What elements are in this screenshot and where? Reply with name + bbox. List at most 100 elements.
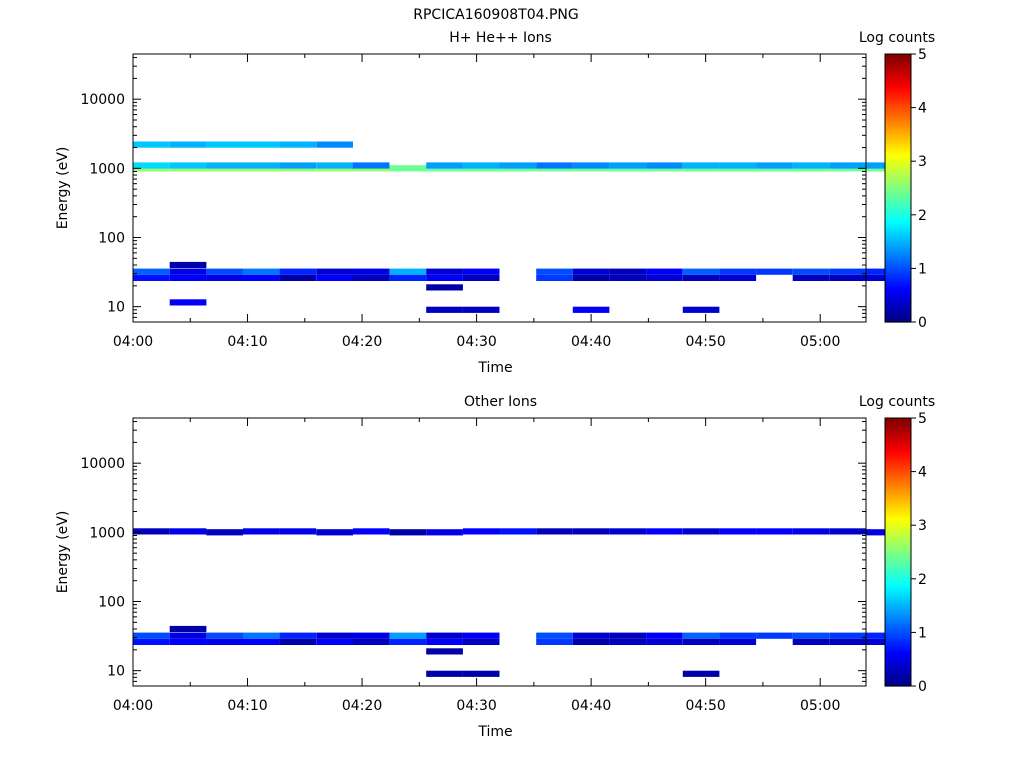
colorbar-segment — [885, 511, 911, 515]
heatmap-cell — [609, 268, 647, 275]
colorbar-tick-label: 4 — [918, 101, 927, 117]
colorbar-segment — [885, 268, 911, 272]
colorbar-segment — [885, 538, 911, 542]
heatmap-cell — [279, 268, 317, 275]
colorbar-segment — [885, 630, 911, 633]
heatmap-cell — [462, 670, 500, 677]
heatmap-cells — [133, 141, 903, 313]
colorbar-segment — [885, 261, 911, 265]
colorbar-tick-label: 5 — [918, 411, 927, 427]
y-axis-label: Energy (eV) — [55, 511, 71, 594]
colorbar-segment — [885, 67, 911, 71]
heatmap-cell — [133, 268, 170, 275]
heatmap-cell — [792, 274, 830, 281]
colorbar-segment — [885, 623, 911, 627]
colorbar-segment — [885, 616, 911, 620]
heatmap-cell — [279, 274, 317, 281]
heatmap-cell — [646, 638, 683, 645]
colorbar-segment — [885, 663, 911, 667]
heatmap-cell — [206, 141, 243, 148]
heatmap-cells — [133, 528, 903, 677]
heatmap-cell — [426, 529, 463, 536]
heatmap-cell — [829, 268, 866, 275]
colorbar-tick-label: 5 — [918, 47, 927, 63]
colorbar-segment — [885, 674, 911, 678]
colorbar-segment — [885, 163, 911, 167]
heatmap-cell — [462, 274, 500, 281]
heatmap-cell — [169, 632, 207, 639]
colorbar-segment — [885, 574, 911, 578]
colorbar-segment — [885, 259, 911, 263]
heatmap-cell — [756, 268, 793, 275]
colorbar-segment — [885, 214, 911, 218]
colorbar-segment — [885, 62, 911, 66]
heatmap-cell — [646, 632, 683, 639]
colorbar-frame — [884, 417, 912, 687]
colorbar-segment — [885, 219, 911, 223]
colorbar-segment — [885, 112, 911, 115]
colorbar-segment — [885, 632, 911, 636]
colorbar-segment — [885, 255, 911, 258]
colorbar-segment — [885, 277, 911, 281]
heatmap-cell — [829, 528, 866, 535]
heatmap-cell — [169, 261, 207, 269]
heatmap-cell — [169, 268, 207, 275]
colorbar-segment — [885, 426, 911, 430]
colorbar-segment — [885, 438, 911, 441]
heatmap-cell — [866, 529, 903, 536]
colorbar-segment — [885, 596, 911, 600]
colorbar-segment — [885, 554, 911, 558]
heatmap-cell — [169, 528, 207, 535]
heatmap-cell — [206, 162, 243, 169]
heatmap-cell — [572, 632, 610, 639]
colorbar-segment — [885, 65, 911, 68]
colorbar-segment — [885, 228, 911, 232]
colorbar-segment — [885, 304, 911, 307]
colorbar-segment — [885, 143, 911, 147]
colorbar-segment — [885, 252, 911, 256]
colorbar-segment — [885, 464, 911, 468]
colorbar-segment — [885, 473, 911, 477]
colorbar-segment — [885, 614, 911, 618]
colorbar-segment — [885, 83, 911, 86]
heatmap-cell — [682, 632, 720, 639]
colorbar-segment — [885, 257, 911, 261]
colorbar-segment — [885, 208, 911, 211]
x-tick-label: 04:20 — [342, 698, 382, 714]
colorbar-tick-label: 0 — [918, 315, 927, 331]
heatmap-cell — [352, 638, 390, 645]
heatmap-cell — [609, 274, 647, 281]
colorbar-segment — [885, 103, 911, 106]
colorbar-frame — [884, 53, 912, 323]
colorbar-segment — [885, 125, 911, 129]
colorbar-segment — [885, 290, 911, 294]
heatmap-cell — [829, 632, 866, 639]
colorbar-segment — [885, 188, 911, 191]
heatmap-cell — [316, 162, 353, 169]
colorbar-segment — [885, 444, 911, 448]
heatmap-cell — [719, 274, 757, 281]
colorbar-segment — [885, 531, 911, 535]
colorbar-segment — [885, 145, 911, 149]
colorbar-segment — [885, 516, 911, 520]
colorbar-segment — [885, 578, 911, 582]
x-tick-label: 04:00 — [113, 334, 153, 350]
colorbar-segment — [885, 491, 911, 495]
heatmap-cell — [426, 670, 463, 677]
colorbar-segment — [885, 167, 911, 171]
colorbar-segment — [885, 603, 911, 607]
heatmap-cell — [646, 268, 683, 275]
colorbar-segment — [885, 467, 911, 470]
colorbar-segment — [885, 605, 911, 609]
heatmap-cell — [756, 528, 793, 535]
colorbar-segment — [885, 192, 911, 196]
colorbar-segment — [885, 549, 911, 553]
colorbar-segment — [885, 78, 911, 82]
heatmap-cell — [609, 632, 647, 639]
panel-title: Other Ions — [464, 394, 537, 410]
colorbar-segment — [885, 129, 911, 133]
colorbar-segment — [885, 639, 911, 642]
heatmap-cell — [426, 306, 463, 313]
